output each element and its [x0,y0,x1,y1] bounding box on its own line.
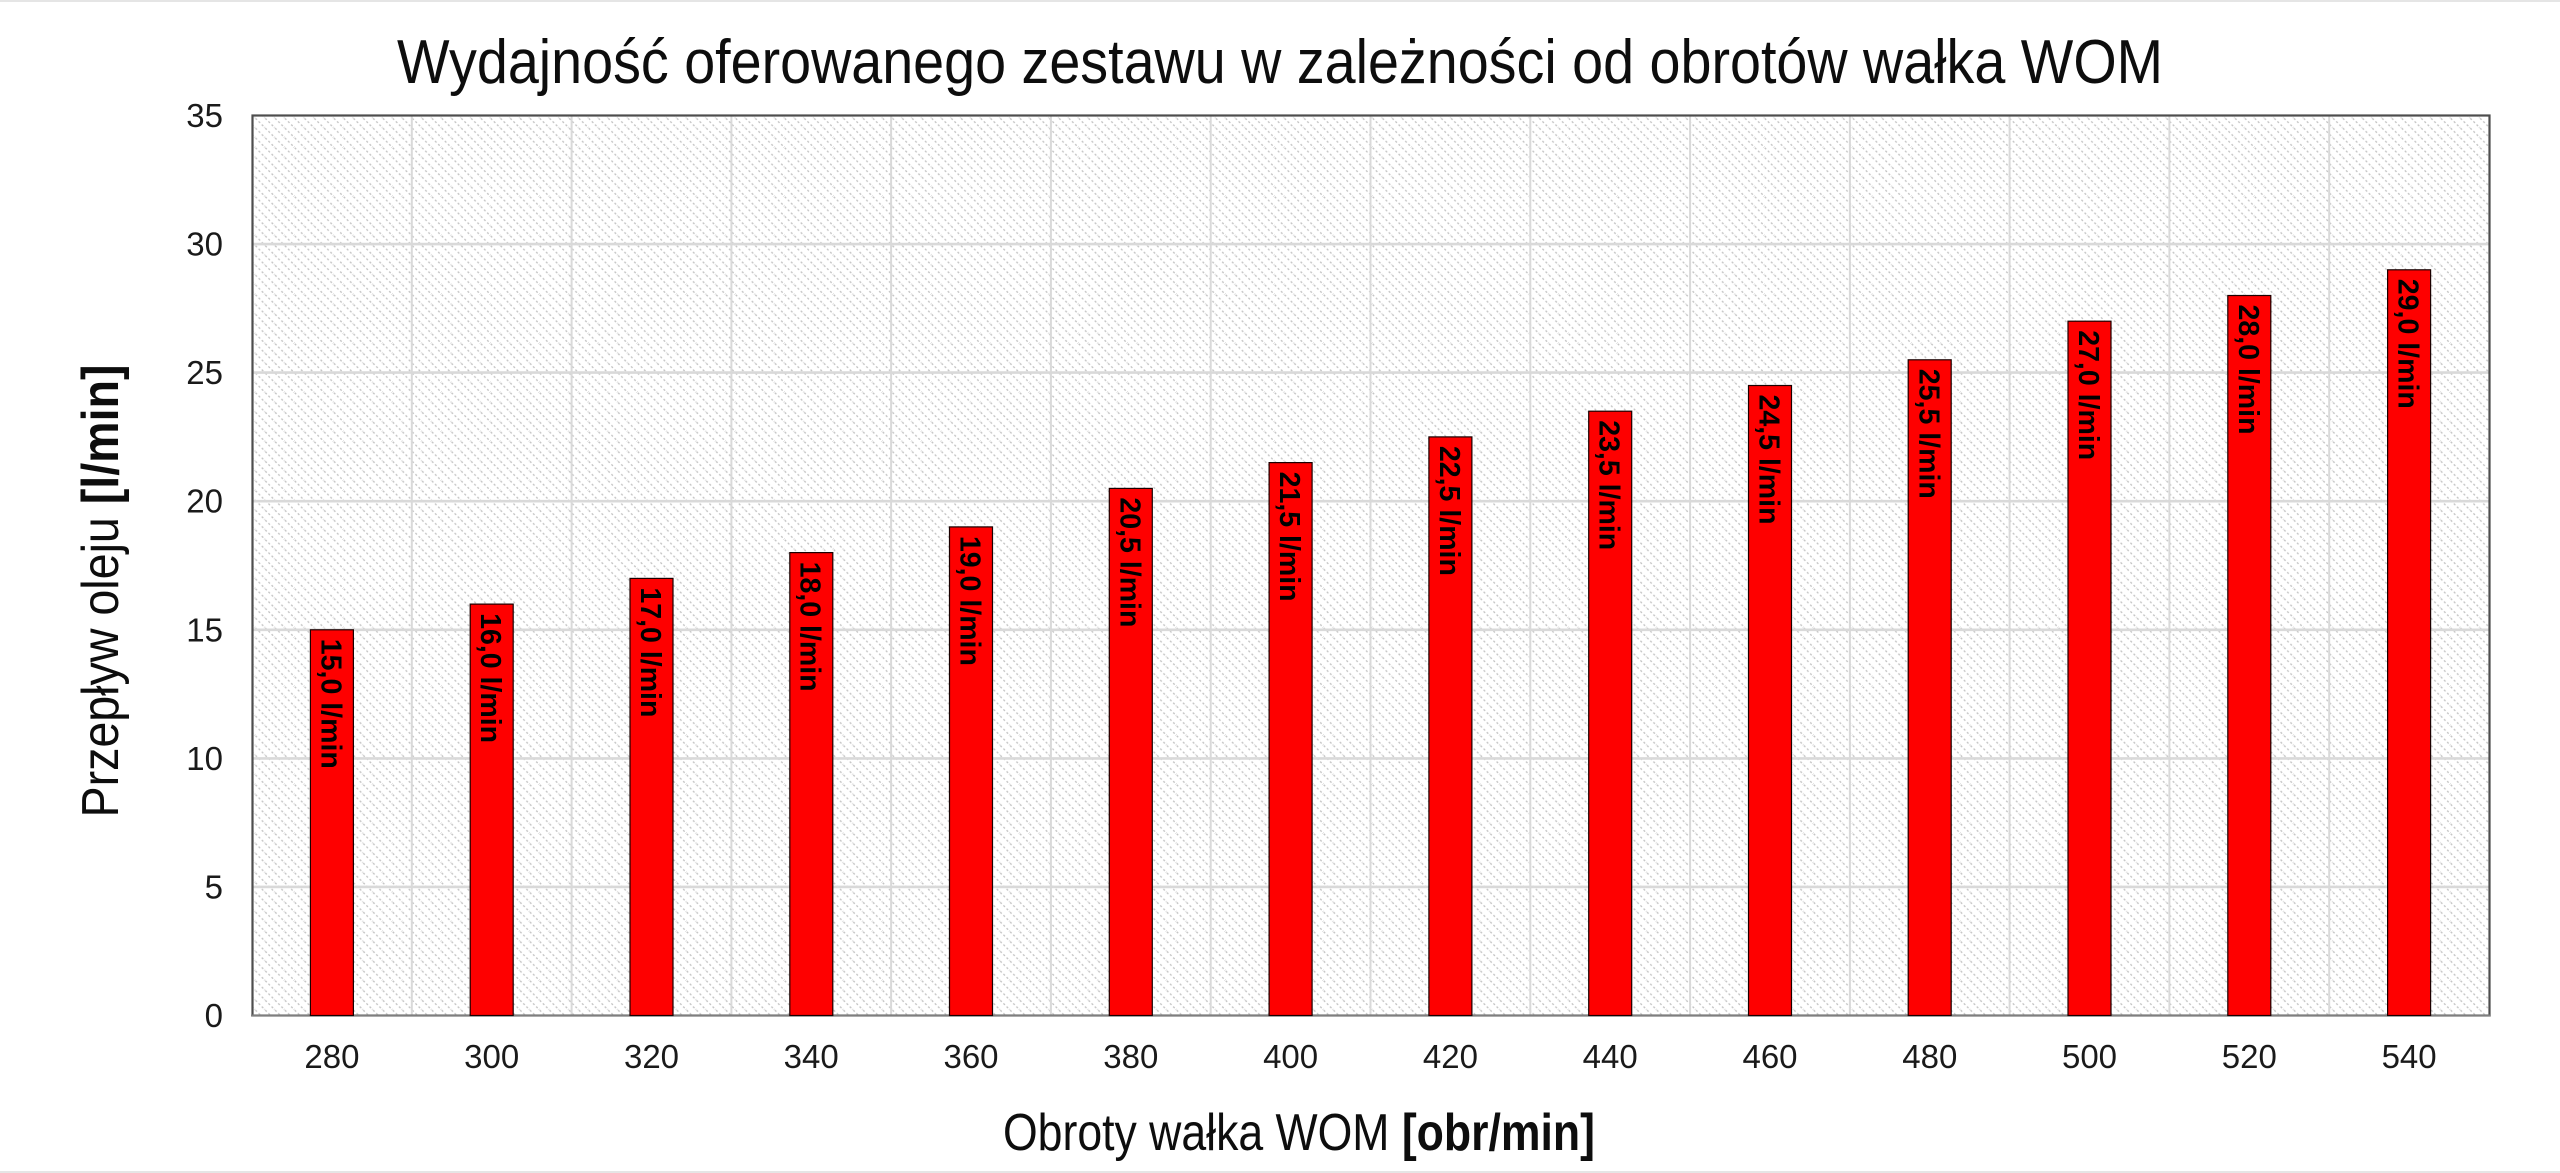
svg-text:520: 520 [2222,1038,2277,1075]
svg-text:0: 0 [205,997,223,1034]
svg-text:340: 340 [784,1038,839,1075]
svg-text:17,0 l/min: 17,0 l/min [634,587,666,717]
svg-text:280: 280 [304,1038,359,1075]
svg-text:540: 540 [2382,1038,2437,1075]
svg-text:500: 500 [2062,1038,2117,1075]
svg-text:480: 480 [1902,1038,1957,1075]
svg-text:24,5 l/min: 24,5 l/min [1753,395,1785,525]
svg-text:20: 20 [186,483,223,520]
svg-text:400: 400 [1263,1038,1318,1075]
svg-text:16,0 l/min: 16,0 l/min [474,613,506,743]
svg-text:300: 300 [464,1038,519,1075]
svg-text:19,0 l/min: 19,0 l/min [954,536,986,666]
svg-text:27,0 l/min: 27,0 l/min [2072,330,2104,460]
svg-text:21,5 l/min: 21,5 l/min [1273,472,1305,602]
svg-text:15,0 l/min: 15,0 l/min [314,639,346,769]
svg-text:22,5 l/min: 22,5 l/min [1433,446,1465,576]
svg-text:25,5 l/min: 25,5 l/min [1912,369,1944,499]
svg-text:35: 35 [186,97,223,134]
svg-text:440: 440 [1583,1038,1638,1075]
svg-text:420: 420 [1423,1038,1478,1075]
svg-text:25: 25 [186,354,223,391]
svg-text:23,5 l/min: 23,5 l/min [1593,420,1625,550]
svg-text:380: 380 [1103,1038,1158,1075]
svg-text:10: 10 [186,740,223,777]
svg-text:30: 30 [186,226,223,263]
svg-text:28,0 l/min: 28,0 l/min [2232,305,2264,435]
svg-text:Wydajność oferowanego zestawu: Wydajność oferowanego zestawu w zależnoś… [397,28,2163,97]
svg-text:15: 15 [186,611,223,648]
svg-text:20,5 l/min: 20,5 l/min [1113,497,1145,627]
svg-text:Przepływ oleju [l/min]: Przepływ oleju [l/min] [72,365,130,818]
svg-text:Obroty wałka WOM [obr/min]: Obroty wałka WOM [obr/min] [1003,1104,1595,1162]
svg-text:5: 5 [205,868,223,905]
svg-text:360: 360 [943,1038,998,1075]
svg-text:18,0 l/min: 18,0 l/min [794,562,826,692]
svg-text:29,0 l/min: 29,0 l/min [2392,279,2424,409]
svg-text:320: 320 [624,1038,679,1075]
svg-text:460: 460 [1742,1038,1797,1075]
